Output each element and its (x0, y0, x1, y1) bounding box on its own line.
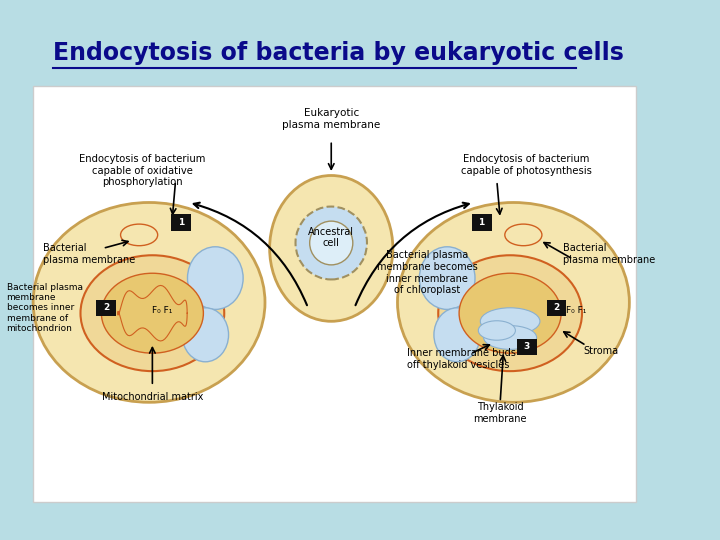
Text: F₀ F₁: F₀ F₁ (153, 306, 173, 315)
FancyBboxPatch shape (546, 300, 567, 316)
Ellipse shape (459, 273, 561, 353)
Ellipse shape (478, 321, 516, 340)
Text: Eukaryotic
plasma membrane: Eukaryotic plasma membrane (282, 108, 380, 130)
Ellipse shape (397, 202, 629, 402)
Text: Mitochondrial matrix: Mitochondrial matrix (102, 392, 203, 402)
FancyBboxPatch shape (472, 214, 492, 231)
Text: Thylakoid
membrane: Thylakoid membrane (474, 402, 527, 424)
Ellipse shape (505, 224, 542, 246)
Ellipse shape (310, 221, 353, 265)
Text: Bacterial
plasma membrane: Bacterial plasma membrane (43, 243, 135, 265)
Ellipse shape (120, 224, 158, 246)
Text: 1: 1 (178, 218, 184, 227)
Ellipse shape (187, 247, 243, 309)
Ellipse shape (434, 308, 480, 362)
Text: 1: 1 (479, 218, 485, 227)
Text: Bacterial plasma
membrane becomes
inner membrane
of chloroplast: Bacterial plasma membrane becomes inner … (377, 251, 477, 295)
Ellipse shape (480, 308, 540, 335)
Ellipse shape (419, 247, 475, 309)
Ellipse shape (269, 176, 393, 321)
Ellipse shape (102, 273, 203, 353)
Text: F₀ F₁: F₀ F₁ (567, 306, 587, 315)
Text: Ancestral
cell: Ancestral cell (308, 227, 354, 248)
Text: Inner membrane buds
off thylakoid vesicles: Inner membrane buds off thylakoid vesicl… (408, 348, 516, 370)
Ellipse shape (81, 255, 224, 371)
Ellipse shape (295, 206, 367, 280)
Text: 2: 2 (554, 303, 559, 312)
Ellipse shape (484, 326, 536, 349)
Text: Endocytosis of bacteria by eukaryotic cells: Endocytosis of bacteria by eukaryotic ce… (53, 41, 624, 65)
Ellipse shape (182, 308, 228, 362)
Text: Bacterial
plasma membrane: Bacterial plasma membrane (563, 243, 655, 265)
FancyBboxPatch shape (517, 339, 536, 355)
Text: Stroma: Stroma (583, 346, 618, 356)
Text: Endocytosis of bacterium
capable of oxidative
phosphorylation: Endocytosis of bacterium capable of oxid… (79, 154, 206, 187)
FancyBboxPatch shape (171, 214, 191, 231)
Text: 2: 2 (103, 303, 109, 312)
Ellipse shape (438, 255, 582, 371)
Text: Endocytosis of bacterium
capable of photosynthesis: Endocytosis of bacterium capable of phot… (462, 154, 592, 176)
Text: 3: 3 (523, 342, 530, 351)
Ellipse shape (33, 202, 265, 402)
FancyBboxPatch shape (96, 300, 116, 316)
FancyBboxPatch shape (33, 86, 636, 502)
Text: Bacterial plasma
membrane
becomes inner
membrane of
mitochondrion: Bacterial plasma membrane becomes inner … (6, 282, 83, 333)
